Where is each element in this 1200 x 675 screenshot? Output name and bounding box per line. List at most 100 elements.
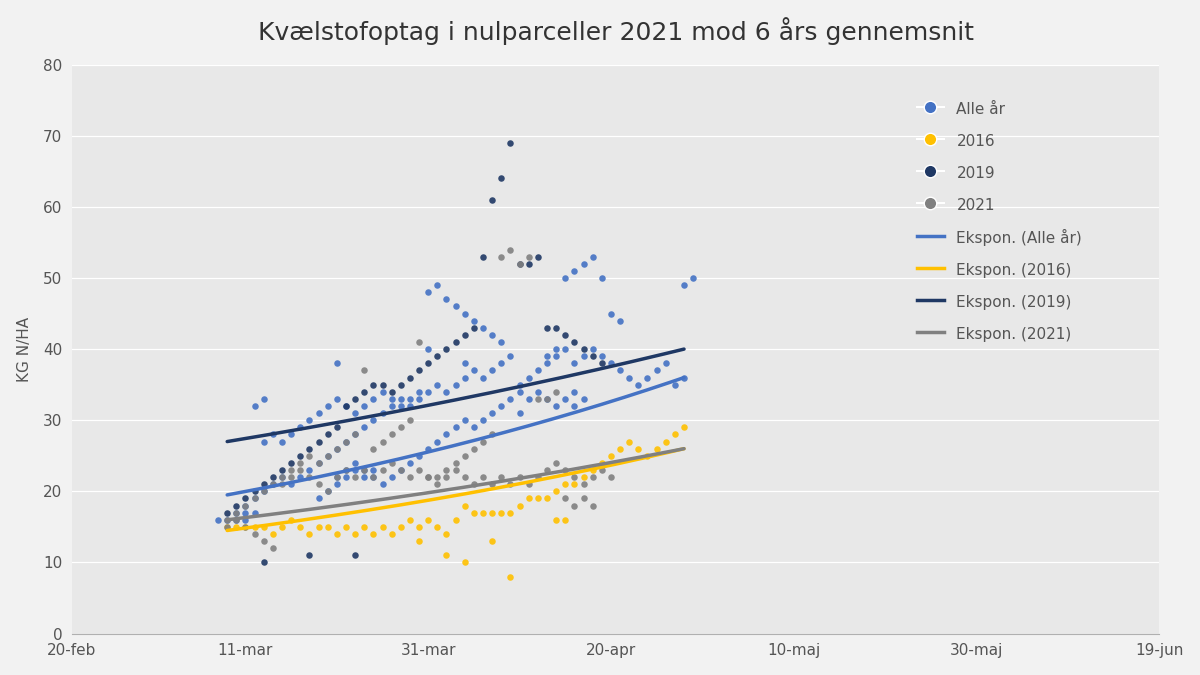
Point bbox=[565, 358, 584, 369]
Point bbox=[290, 464, 310, 475]
Point bbox=[419, 514, 438, 525]
Point bbox=[455, 557, 474, 568]
Point bbox=[583, 464, 602, 475]
Point bbox=[217, 522, 236, 533]
Point bbox=[346, 394, 365, 404]
Point bbox=[236, 522, 256, 533]
Point bbox=[382, 394, 401, 404]
Point bbox=[638, 372, 658, 383]
Point bbox=[510, 259, 529, 269]
Point bbox=[574, 394, 593, 404]
Point bbox=[574, 259, 593, 269]
Point bbox=[373, 379, 392, 390]
Point bbox=[437, 429, 456, 440]
Point bbox=[556, 493, 575, 504]
Point bbox=[282, 472, 301, 483]
Point bbox=[382, 529, 401, 539]
Point bbox=[427, 472, 446, 483]
Point bbox=[373, 408, 392, 418]
Point bbox=[263, 543, 282, 554]
Point bbox=[500, 508, 520, 518]
Point bbox=[373, 436, 392, 447]
Point bbox=[601, 450, 620, 461]
Point bbox=[401, 458, 420, 468]
Point bbox=[656, 358, 676, 369]
Point bbox=[254, 486, 274, 497]
Point bbox=[355, 464, 374, 475]
Point bbox=[619, 372, 638, 383]
Point bbox=[282, 458, 301, 468]
Point bbox=[601, 308, 620, 319]
Point bbox=[583, 251, 602, 262]
Point bbox=[510, 386, 529, 397]
Point bbox=[510, 259, 529, 269]
Point bbox=[492, 400, 511, 411]
Point bbox=[528, 472, 547, 483]
Point bbox=[546, 351, 565, 362]
Point bbox=[409, 522, 428, 533]
Legend: Alle år, 2016, 2019, 2021, Ekspon. (Alle år), Ekspon. (2016), Ekspon. (2019), Ek: Alle år, 2016, 2019, 2021, Ekspon. (Alle… bbox=[917, 101, 1082, 342]
Point bbox=[355, 522, 374, 533]
Point bbox=[520, 259, 539, 269]
Point bbox=[409, 450, 428, 461]
Point bbox=[665, 429, 684, 440]
Point bbox=[382, 400, 401, 411]
Point bbox=[419, 443, 438, 454]
Point bbox=[391, 422, 410, 433]
Point bbox=[272, 479, 292, 489]
Point bbox=[409, 386, 428, 397]
Point bbox=[674, 372, 694, 383]
Point bbox=[455, 308, 474, 319]
Point bbox=[373, 522, 392, 533]
Point bbox=[346, 429, 365, 440]
Point bbox=[464, 315, 484, 326]
Point bbox=[611, 365, 630, 376]
Point bbox=[318, 486, 337, 497]
Point bbox=[482, 536, 502, 547]
Point bbox=[382, 472, 401, 483]
Point bbox=[382, 429, 401, 440]
Point bbox=[263, 479, 282, 489]
Point bbox=[328, 394, 347, 404]
Point bbox=[611, 443, 630, 454]
Point bbox=[647, 365, 666, 376]
Point bbox=[419, 472, 438, 483]
Point bbox=[474, 436, 493, 447]
Point bbox=[492, 508, 511, 518]
Point bbox=[629, 443, 648, 454]
Point bbox=[538, 493, 557, 504]
Point bbox=[474, 508, 493, 518]
Point bbox=[474, 251, 493, 262]
Point bbox=[355, 365, 374, 376]
Point bbox=[593, 273, 612, 284]
Point bbox=[500, 244, 520, 255]
Point bbox=[419, 472, 438, 483]
Point bbox=[308, 479, 328, 489]
Point bbox=[565, 386, 584, 397]
Point bbox=[355, 472, 374, 483]
Point bbox=[455, 372, 474, 383]
Point bbox=[318, 450, 337, 461]
Point bbox=[364, 464, 383, 475]
Point bbox=[593, 358, 612, 369]
Point bbox=[254, 479, 274, 489]
Point bbox=[665, 379, 684, 390]
Point bbox=[574, 493, 593, 504]
Point bbox=[300, 450, 319, 461]
Point bbox=[272, 472, 292, 483]
Point bbox=[593, 464, 612, 475]
Point bbox=[409, 536, 428, 547]
Point bbox=[300, 529, 319, 539]
Point bbox=[382, 458, 401, 468]
Point bbox=[263, 529, 282, 539]
Point bbox=[482, 329, 502, 340]
Point bbox=[601, 358, 620, 369]
Point bbox=[565, 472, 584, 483]
Point bbox=[437, 529, 456, 539]
Point bbox=[538, 464, 557, 475]
Point bbox=[565, 500, 584, 511]
Point bbox=[574, 479, 593, 489]
Point bbox=[364, 379, 383, 390]
Point bbox=[565, 265, 584, 276]
Point bbox=[364, 394, 383, 404]
